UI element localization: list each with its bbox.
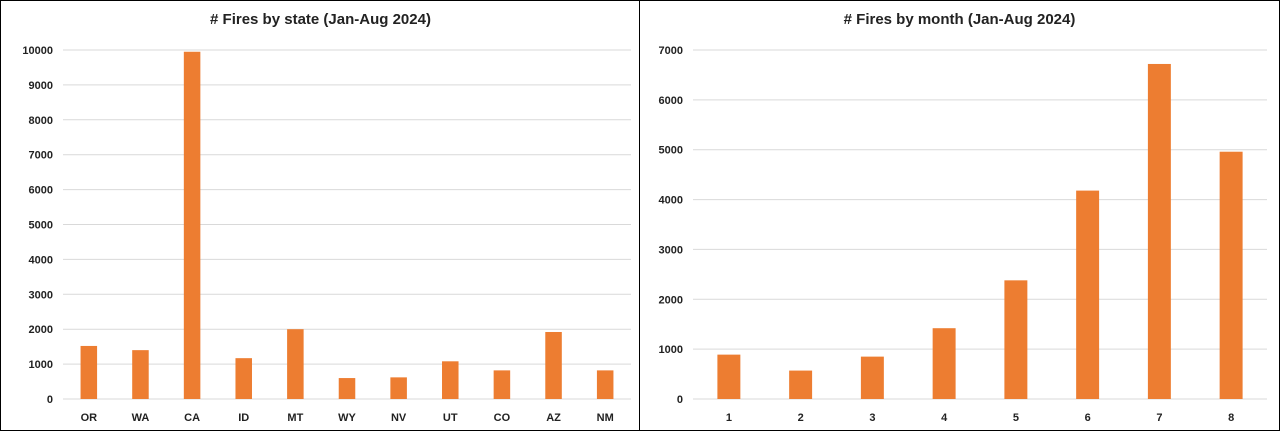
y-tick-label: 5000 xyxy=(659,145,683,157)
x-tick-label: OR xyxy=(81,412,98,424)
bar-3 xyxy=(860,356,884,399)
x-tick-label: 8 xyxy=(1228,412,1234,424)
bar-wa xyxy=(132,350,149,399)
y-tick-label: 1000 xyxy=(29,359,53,371)
bar-chart-by-state: 0 1000 2000 3000 4000 5000 6000 7000 8000 9000 100… xyxy=(22,45,631,424)
bar-chart-by-month: 0 1000 2000 3000 4000 5000 6000 7000 1 2 3 4 5 6 7 8 xyxy=(659,45,1267,424)
bar-2 xyxy=(789,370,813,399)
x-tick-label: WY xyxy=(338,412,356,424)
y-tick-label: 4000 xyxy=(29,254,53,266)
bar-id xyxy=(235,358,252,399)
x-tick-label: MT xyxy=(287,412,303,424)
x-tick-label: 6 xyxy=(1085,412,1091,424)
bar-nv xyxy=(390,377,407,399)
x-tick-label: UT xyxy=(443,412,458,424)
y-tick-label: 2000 xyxy=(659,294,683,306)
y-tick-label: 10000 xyxy=(22,45,53,57)
bar-6 xyxy=(1076,190,1100,399)
y-tick-label: 2000 xyxy=(29,324,53,336)
x-tick-label: WA xyxy=(132,412,150,424)
x-tick-label: ID xyxy=(238,412,249,424)
x-tick-label: NM xyxy=(597,412,614,424)
bar-nm xyxy=(596,370,614,399)
x-tick-label: 4 xyxy=(941,412,948,424)
bar-8 xyxy=(1219,151,1243,399)
y-tick-label: 3000 xyxy=(659,244,683,256)
chart-title: # Fires by month (Jan-Aug 2024) xyxy=(843,11,1076,28)
x-tick-label: AZ xyxy=(546,412,561,424)
y-tick-label: 6000 xyxy=(659,95,683,107)
chart-panel-by-state: # Fires by state (Jan-Aug 2024) 0 1000 200… xyxy=(0,0,641,431)
bar-ca xyxy=(183,51,201,400)
chart-panel-by-month: # Fires by month (Jan-Aug 2024) 0 1000 200… xyxy=(639,0,1280,431)
bar-ut xyxy=(442,361,459,399)
y-tick-label: 0 xyxy=(677,394,683,406)
y-tick-label: 0 xyxy=(47,394,53,406)
y-tick-label: 4000 xyxy=(659,195,683,207)
bar-az xyxy=(545,331,562,399)
y-tick-label: 8000 xyxy=(29,115,53,127)
y-tick-label: 9000 xyxy=(29,80,53,92)
x-tick-label: 5 xyxy=(1013,412,1019,424)
y-tick-label: 7000 xyxy=(29,150,53,162)
bar-co xyxy=(493,370,511,399)
bar-5 xyxy=(1004,280,1028,399)
y-tick-label: 7000 xyxy=(659,45,683,57)
bar-wy xyxy=(338,378,356,399)
x-tick-label: 1 xyxy=(726,412,732,424)
x-tick-label: NV xyxy=(391,412,407,424)
bar-7 xyxy=(1147,63,1171,400)
y-tick-label: 1000 xyxy=(659,344,683,356)
x-tick-label: CO xyxy=(494,412,511,424)
y-tick-label: 3000 xyxy=(29,289,53,301)
chart-title: # Fires by state (Jan-Aug 2024) xyxy=(210,11,431,28)
bar-1 xyxy=(717,354,741,399)
bar-4 xyxy=(932,328,956,399)
bar-or xyxy=(80,345,98,399)
y-tick-label: 6000 xyxy=(29,185,53,197)
x-tick-label: 2 xyxy=(798,412,804,424)
x-tick-label: 3 xyxy=(869,412,875,424)
y-tick-label: 5000 xyxy=(29,220,53,232)
x-tick-label: CA xyxy=(184,412,200,424)
bar-mt xyxy=(287,329,304,399)
x-tick-label: 7 xyxy=(1156,412,1162,424)
